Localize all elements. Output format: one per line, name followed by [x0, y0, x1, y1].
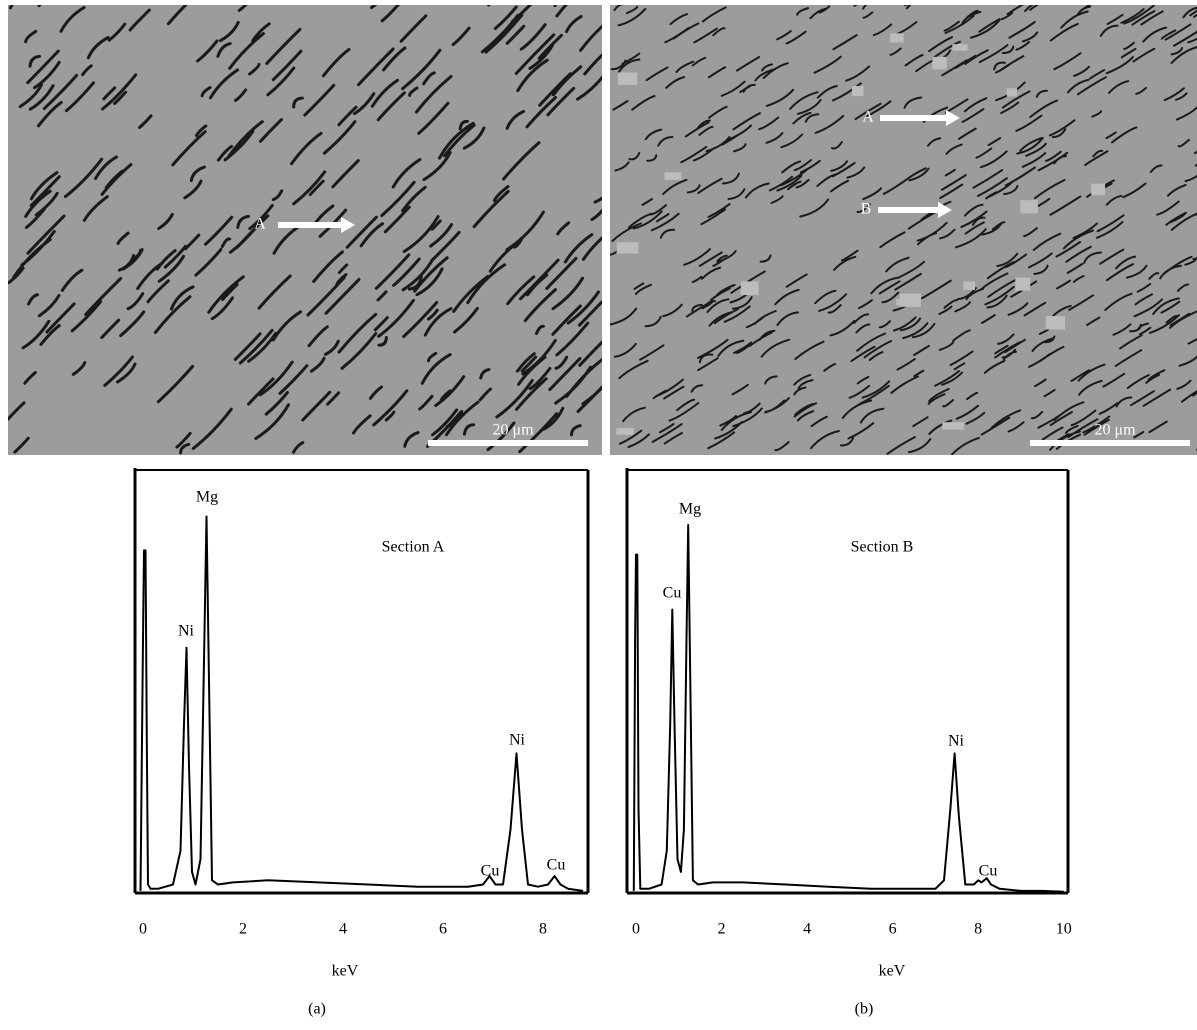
arrow-head: [938, 202, 952, 218]
precipitate: [664, 172, 682, 180]
section-label: Section B: [851, 539, 914, 556]
x-tick-label: 6: [889, 921, 897, 938]
x-tick-label: 0: [139, 921, 147, 938]
precipitate: [617, 72, 638, 85]
scale-bar-label: 20 μm: [1094, 422, 1136, 439]
peak-label: Cu: [481, 863, 500, 880]
precipitate: [616, 242, 639, 254]
precipitate: [1091, 183, 1106, 196]
peak-label: Cu: [663, 585, 682, 602]
precipitate: [1020, 200, 1038, 214]
precipitate: [963, 281, 976, 290]
x-axis-label: keV: [879, 963, 906, 980]
x-tick-label: 6: [439, 921, 447, 938]
scale-bar-label: 20 μm: [492, 422, 534, 439]
precipitate: [942, 422, 964, 430]
point-label: B: [861, 201, 872, 218]
point-label: A: [254, 216, 266, 233]
peak-label: Cu: [547, 857, 566, 874]
x-tick-label: 4: [803, 921, 811, 938]
micrograph-texture: [610, 5, 1197, 455]
x-tick-label: 2: [239, 921, 247, 938]
precipitate: [890, 33, 904, 43]
micrograph: [610, 5, 1197, 455]
micrograph-background: [8, 5, 602, 455]
panel-label: (b): [855, 1001, 874, 1018]
x-tick-label: 10: [1056, 921, 1072, 938]
peak-label: Ni: [178, 623, 195, 640]
section-label: Section A: [382, 539, 445, 556]
precipitate: [852, 86, 864, 97]
peak-label: Mg: [679, 501, 701, 518]
peak-label: Ni: [948, 733, 965, 750]
arrow-head: [341, 217, 355, 233]
peak-label: Cu: [979, 863, 998, 880]
spectrum-line: [632, 524, 1064, 893]
x-tick-label: 2: [718, 921, 726, 938]
panel-label: (a): [308, 1001, 326, 1018]
arrow-head: [946, 110, 960, 126]
peak-label: Ni: [509, 732, 526, 749]
scale-bar: [428, 440, 588, 446]
x-axis-label: keV: [332, 963, 359, 980]
x-tick-label: 8: [974, 921, 982, 938]
micrograph-texture: [8, 5, 602, 455]
x-tick-label: 4: [339, 921, 347, 938]
precipitate: [1006, 88, 1018, 97]
precipitate: [952, 44, 968, 51]
micrograph: [8, 5, 602, 455]
precipitate: [1015, 277, 1031, 291]
point-label: A: [862, 109, 874, 126]
precipitate: [932, 56, 947, 70]
precipitate: [740, 281, 759, 296]
precipitate: [1045, 315, 1066, 330]
precipitate: [896, 298, 912, 306]
x-tick-label: 0: [632, 921, 640, 938]
precipitate: [616, 427, 634, 435]
peak-label: Mg: [196, 489, 218, 506]
x-tick-label: 8: [539, 921, 547, 938]
scale-bar: [1030, 440, 1190, 446]
spectrum-line: [139, 515, 584, 892]
